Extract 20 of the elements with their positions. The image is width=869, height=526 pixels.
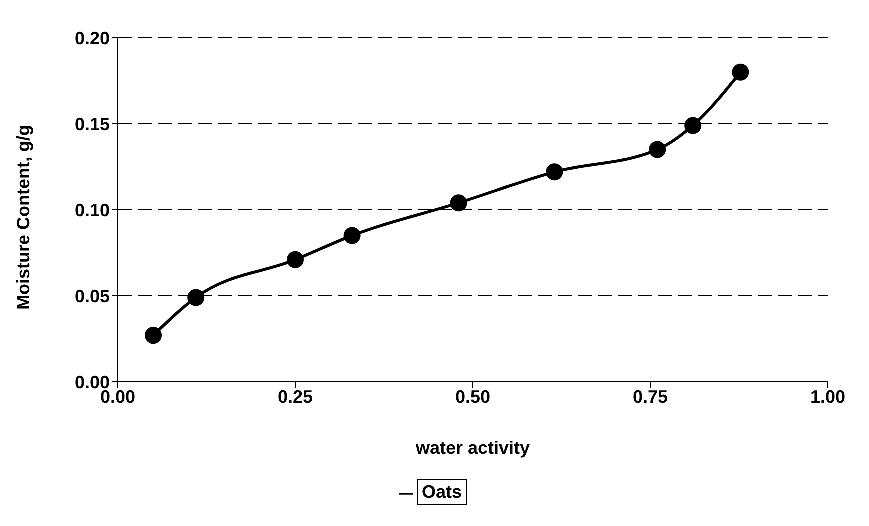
x-tick-label: 0.75 xyxy=(632,386,668,407)
x-axis-title: water activity xyxy=(414,438,530,458)
point xyxy=(732,64,750,81)
point xyxy=(684,117,702,134)
y-tick-label: 0.20 xyxy=(74,28,110,48)
point xyxy=(649,141,666,158)
point xyxy=(287,251,304,268)
point xyxy=(145,327,162,344)
point xyxy=(188,289,205,306)
y-axis-title: Moisture Content, g/g xyxy=(13,125,34,310)
x-tick-label: 0.50 xyxy=(455,386,491,407)
y-tick-label: 0.15 xyxy=(74,114,110,134)
point xyxy=(546,164,564,181)
y-tick-label: 0.10 xyxy=(74,200,110,220)
point xyxy=(344,227,361,244)
x-tick-label: 0.25 xyxy=(278,386,314,407)
y-tick-label: 0.05 xyxy=(74,286,110,306)
x-tick-label: 1.00 xyxy=(810,386,846,407)
legend-label: Oats xyxy=(416,479,468,505)
point xyxy=(450,194,468,212)
